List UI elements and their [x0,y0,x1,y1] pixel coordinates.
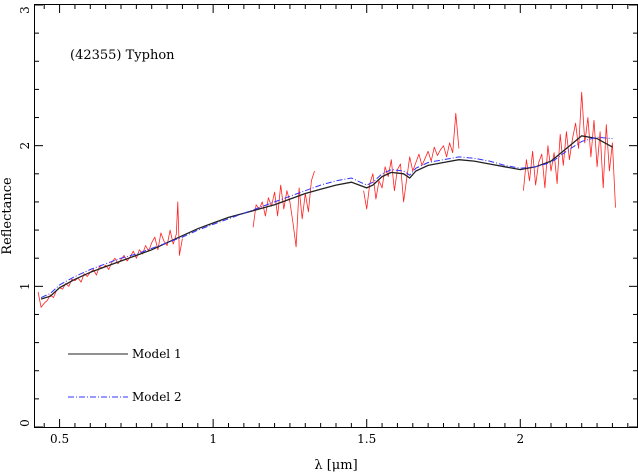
y-tick-label: 3 [18,6,32,14]
observed-spectrum-segment-3 [363,112,460,210]
y-tick-label: 0 [18,419,32,427]
x-tick-label: 0.5 [50,432,69,446]
legend: Model 1 Model 2 [68,347,182,404]
plot-border [34,4,638,428]
axis-ticks: 0.5 1 1.5 2 0 1 2 3 [18,4,637,446]
plot-frame [34,4,638,428]
y-axis-label: Reflectance [0,177,15,255]
x-tick-label: 1 [209,432,217,446]
x-tick-label: 1.5 [357,432,376,446]
target-annotation: (42355) Typhon [70,48,175,63]
observed-spectrum-segment-2 [252,170,315,248]
x-axis-label: λ [μm] [314,458,357,472]
observed-spectrum-segment-4 [523,91,616,208]
observed-spectrum-segment-1 [37,201,183,308]
series-layer [37,91,616,308]
y-tick-label: 1 [18,283,32,291]
legend-label-model-1: Model 1 [132,347,182,361]
y-tick-label: 2 [18,142,32,150]
model-1-line [40,135,613,300]
model-2-line [40,136,613,299]
x-tick-label: 2 [516,432,524,446]
legend-label-model-2: Model 2 [132,390,182,404]
